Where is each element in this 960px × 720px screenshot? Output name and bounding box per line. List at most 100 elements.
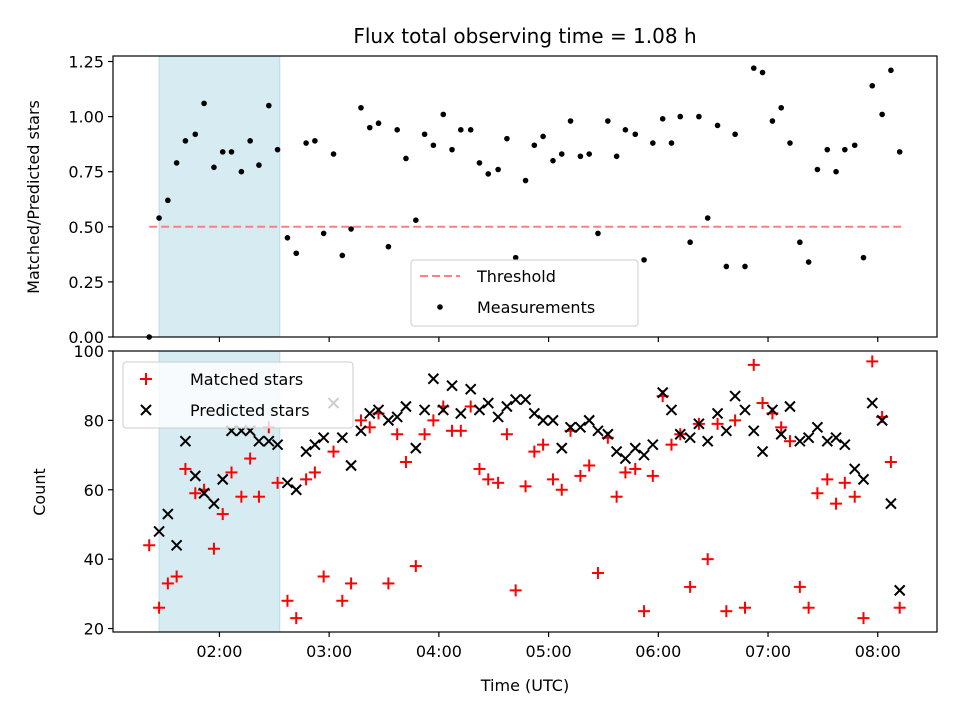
measurement-point xyxy=(568,118,574,124)
measurement-point xyxy=(348,226,354,232)
measurement-point xyxy=(321,231,327,237)
measurement-point xyxy=(677,114,683,120)
measurement-point xyxy=(468,127,474,133)
measurement-point xyxy=(705,215,711,221)
matched-legend-label: Matched stars xyxy=(190,370,303,389)
measurement-point xyxy=(669,140,675,146)
measurement-point xyxy=(247,138,253,144)
measurement-point xyxy=(614,153,620,159)
measurement-point xyxy=(687,239,693,245)
y-tick-label: 1.25 xyxy=(68,53,104,72)
measurement-point xyxy=(523,178,529,184)
measurement-point xyxy=(229,149,235,155)
measurement-point xyxy=(586,151,592,157)
measurement-point xyxy=(275,147,281,153)
y-tick-label: 100 xyxy=(73,342,104,361)
measurement-point xyxy=(797,239,803,245)
measurement-point xyxy=(303,140,309,146)
y-tick-label: 20 xyxy=(84,620,104,639)
x-tick-label: 03:00 xyxy=(306,642,352,661)
measurement-point xyxy=(778,105,784,111)
measurement-point xyxy=(559,151,565,157)
measurement-point xyxy=(715,123,721,129)
threshold-legend-label: Threshold xyxy=(476,267,556,286)
measurement-point xyxy=(211,164,217,170)
measurement-point xyxy=(340,253,346,259)
x-axis-label: Time (UTC) xyxy=(480,676,569,695)
x-tick-label: 04:00 xyxy=(416,642,462,661)
measurement-point xyxy=(458,127,464,133)
measurement-point xyxy=(833,169,839,175)
measurement-point xyxy=(578,153,584,159)
measurement-point xyxy=(485,171,491,177)
measurement-point xyxy=(641,257,647,263)
figure: Flux total observing time = 1.08 h 0.000… xyxy=(0,0,960,720)
measurement-point xyxy=(550,158,556,164)
measurement-point xyxy=(869,83,875,89)
measurement-point xyxy=(532,142,538,148)
measurement-point xyxy=(770,118,776,124)
measurement-point xyxy=(440,112,446,118)
y-tick-label: 0.75 xyxy=(68,163,104,182)
measurement-point xyxy=(806,259,812,265)
figure-background xyxy=(0,0,960,720)
measurement-point xyxy=(220,149,226,155)
measurement-point xyxy=(239,169,245,175)
shaded-span-top xyxy=(159,56,280,337)
count-legend: Matched stars Predicted stars xyxy=(123,362,353,428)
measurement-point xyxy=(367,125,373,131)
x-tick-label: 08:00 xyxy=(855,642,901,661)
measurement-point xyxy=(632,131,638,137)
measurement-point xyxy=(724,264,730,270)
measurement-point xyxy=(386,244,392,250)
count-y-axis-label: Count xyxy=(30,468,49,516)
measurement-point xyxy=(824,147,830,153)
measurement-point xyxy=(732,131,738,137)
measurement-point xyxy=(165,198,171,204)
measurement-point xyxy=(174,160,180,166)
measurement-point xyxy=(358,105,364,111)
measurement-point xyxy=(376,120,382,126)
predicted-legend-label: Predicted stars xyxy=(190,401,310,420)
measurements-legend-swatch xyxy=(437,304,443,310)
measurement-point xyxy=(331,151,337,157)
y-tick-label: 1.00 xyxy=(68,108,104,127)
measurement-point xyxy=(815,167,821,173)
measurement-point xyxy=(787,140,793,146)
measurement-point xyxy=(842,147,848,153)
measurement-point xyxy=(742,264,748,270)
y-tick-label: 40 xyxy=(84,550,104,569)
measurement-point xyxy=(660,116,666,122)
shaded-span-rect xyxy=(159,56,280,337)
ratio-y-axis-label: Matched/Predicted stars xyxy=(24,100,43,294)
x-tick-label: 07:00 xyxy=(745,642,791,661)
measurement-point xyxy=(183,138,189,144)
measurement-point xyxy=(156,215,162,221)
measurement-point xyxy=(422,131,428,137)
measurement-point xyxy=(861,255,867,261)
measurement-point xyxy=(192,131,198,137)
measurement-point xyxy=(256,162,262,168)
y-tick-label: 60 xyxy=(84,481,104,500)
measurement-point xyxy=(403,156,409,162)
measurement-point xyxy=(888,68,894,74)
measurement-point xyxy=(312,138,318,144)
chart-title: Flux total observing time = 1.08 h xyxy=(353,24,696,48)
x-tick-label: 02:00 xyxy=(196,642,242,661)
measurement-point xyxy=(477,160,483,166)
measurement-point xyxy=(495,167,501,173)
measurement-point xyxy=(879,112,885,118)
measurement-point xyxy=(623,127,629,133)
x-tick-label: 05:00 xyxy=(526,642,572,661)
measurement-point xyxy=(413,217,419,223)
measurement-point xyxy=(394,127,400,133)
measurement-point xyxy=(293,250,299,256)
x-tick-label: 06:00 xyxy=(635,642,681,661)
measurement-point xyxy=(431,142,437,148)
y-tick-label: 0.25 xyxy=(68,273,104,292)
measurement-point xyxy=(751,65,757,71)
measurement-point xyxy=(696,114,702,120)
y-tick-label: 80 xyxy=(84,411,104,430)
measurement-point xyxy=(595,231,601,237)
y-tick-label: 0.50 xyxy=(68,218,104,237)
